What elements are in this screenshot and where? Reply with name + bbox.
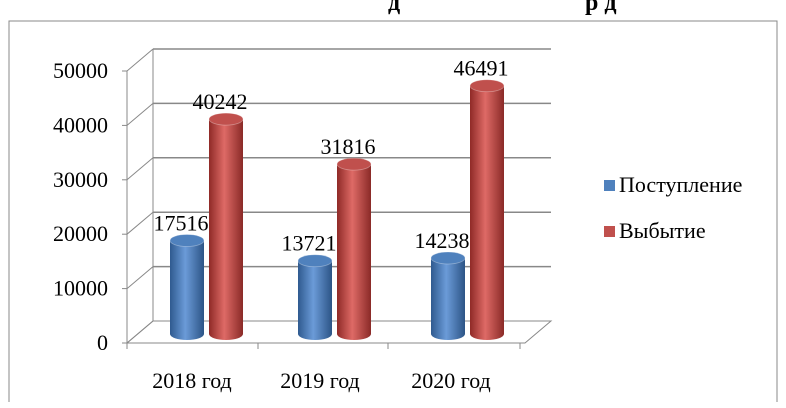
wall-diagonal <box>126 320 154 344</box>
wall-diagonal <box>126 157 154 181</box>
y-tick-label: 40000 <box>53 112 108 137</box>
legend-swatch <box>604 226 615 237</box>
x-axis-ticks: 2018 год 2019 год 2020 год <box>152 368 491 393</box>
y-tick-label: 20000 <box>53 221 108 246</box>
y-tick-label: 30000 <box>53 167 108 192</box>
legend: Поступление Выбытие <box>604 172 742 243</box>
data-label: 31816 <box>321 134 376 159</box>
bar-top <box>336 157 372 171</box>
chart-border <box>8 20 778 402</box>
bar-vybytie: 31816 <box>321 134 376 340</box>
bar-body <box>170 240 204 340</box>
wall-diagonal <box>126 103 154 126</box>
bar-body <box>209 119 243 340</box>
data-label: 46491 <box>454 56 509 81</box>
bar-vybytie: 40242 <box>193 89 248 340</box>
bar-top <box>297 254 333 268</box>
bar-postuplenie: 14238 <box>415 228 470 340</box>
bar-postuplenie: 17516 <box>154 210 209 340</box>
bar-body <box>431 257 465 340</box>
plot-bars: 17516 13721 14238 40242 31816 46491 <box>154 56 509 340</box>
bar-body <box>337 164 371 340</box>
legend-swatch <box>604 180 615 191</box>
bar-top <box>430 251 466 265</box>
x-tick-label: 2020 год <box>411 368 491 393</box>
y-tick-label: 0 <box>97 330 108 355</box>
y-tick-label: 50000 <box>53 58 108 83</box>
data-label: 13721 <box>282 231 337 256</box>
bar-postuplenie: 13721 <box>282 231 337 340</box>
bar-top <box>169 234 205 247</box>
title-fragment-right: р д <box>585 0 617 16</box>
bar-top <box>469 79 505 93</box>
wall-diagonal <box>126 266 154 289</box>
title-fragment-left: д <box>388 0 400 16</box>
wall-diagonal <box>126 211 154 235</box>
legend-label: Выбытие <box>619 218 706 243</box>
legend-label: Поступление <box>619 172 742 197</box>
wall-diagonal <box>126 48 154 72</box>
data-label: 40242 <box>193 89 248 114</box>
data-label: 14238 <box>415 228 470 253</box>
data-label: 17516 <box>154 210 209 235</box>
x-tick-label: 2019 год <box>280 368 360 393</box>
y-axis-ticks: 0 10000 20000 30000 40000 50000 <box>53 58 108 355</box>
bar-body <box>298 260 332 340</box>
y-tick-label: 10000 <box>53 276 108 301</box>
bar-vybytie: 46491 <box>454 56 509 340</box>
bar-top <box>208 112 244 126</box>
x-tick-label: 2018 год <box>152 368 232 393</box>
bar-body <box>470 85 504 340</box>
